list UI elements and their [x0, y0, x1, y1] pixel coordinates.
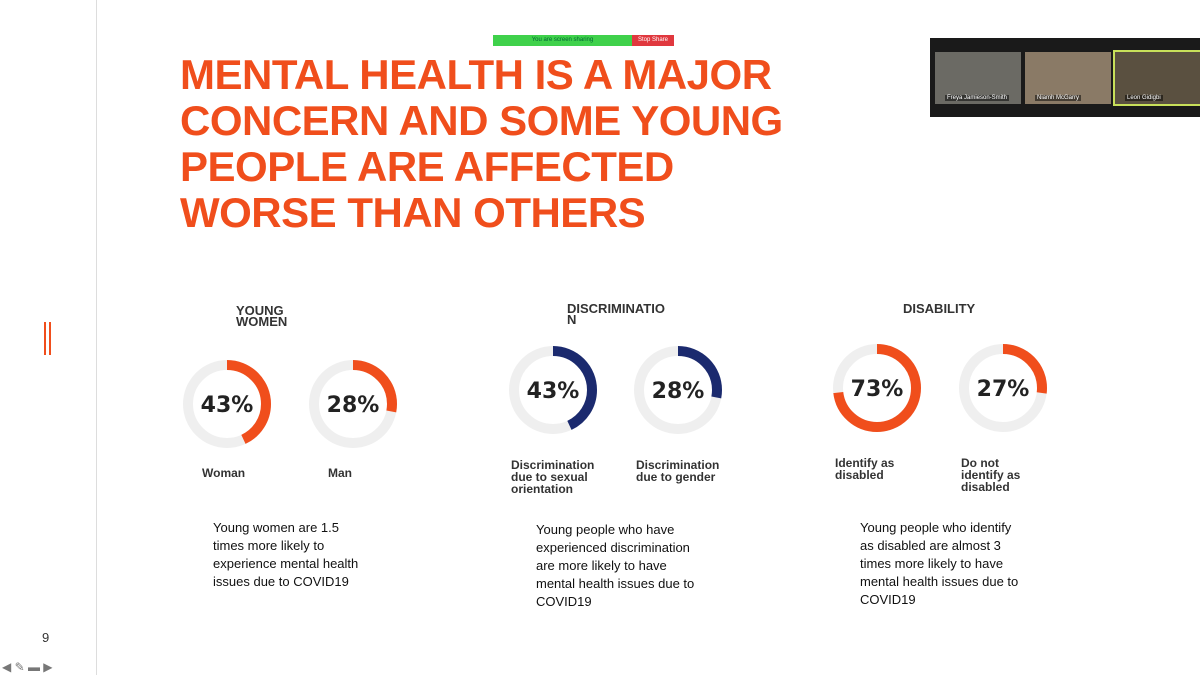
- accent-bar: [49, 322, 51, 355]
- slide-controls[interactable]: ◀ ✎ ▬ ▶: [2, 660, 53, 674]
- section-heading: YOUNG WOMEN: [236, 303, 288, 329]
- title-line: MENTAL HEALTH IS A MAJOR: [180, 51, 772, 98]
- donut-label: 27%: [977, 377, 1030, 402]
- participant-name: Leon Gidigbi: [1125, 95, 1163, 101]
- donut-arc: [833, 344, 921, 432]
- sidebar-border: [96, 0, 97, 675]
- donut-arc: [634, 346, 722, 434]
- donut-arc: [183, 360, 271, 448]
- donut-label: 28%: [327, 393, 380, 418]
- video-tile: Leon Gidigbi: [1113, 50, 1200, 106]
- video-tile: Freya Jamieson-Smith: [935, 52, 1021, 104]
- donut-arc: [309, 360, 397, 448]
- stop-share[interactable]: Stop Share: [631, 35, 674, 46]
- donut-label: 28%: [652, 379, 705, 404]
- donut-label: 73%: [851, 377, 904, 402]
- section-heading: DISCRIMINATION: [567, 301, 665, 327]
- video-strip: Freya Jamieson-Smith Niamh McGarry Leon Gi…: [930, 38, 1200, 117]
- participant-name: Niamh McGarry: [1035, 95, 1082, 101]
- video-tile: Niamh McGarry: [1025, 52, 1111, 104]
- section-note: Young women are 1.5 times more likely to…: [213, 520, 359, 589]
- donut-caption: Identify as disabled: [835, 456, 895, 482]
- donut-arc: [509, 346, 597, 434]
- title-line: WORSE THAN OTHERS: [180, 189, 646, 236]
- title-line: CONCERN AND SOME YOUNG: [180, 97, 783, 144]
- title-line: PEOPLE ARE AFFECTED: [180, 143, 674, 190]
- donut-caption: Man: [328, 466, 352, 480]
- donut-caption: Discrimination due to sexual orientation: [511, 458, 595, 496]
- section-heading: DISABILITY: [903, 301, 976, 316]
- accent-bar: [44, 322, 46, 355]
- donut-caption: Woman: [202, 466, 246, 480]
- section-note: Young people who have experienced discri…: [536, 522, 695, 609]
- donut-label: 43%: [527, 379, 580, 404]
- participant-name: Freya Jamieson-Smith: [945, 95, 1010, 101]
- section-note: Young people who identify as disabled ar…: [860, 520, 1019, 607]
- page-number: 9: [42, 630, 50, 645]
- share-status: You are screen sharing: [531, 37, 594, 43]
- share-bar: You are screen sharing Stop Share: [493, 35, 674, 46]
- donut-arc: [959, 344, 1047, 432]
- donut-caption: Do not identify as disabled: [961, 456, 1021, 494]
- donut-caption: Discrimination due to gender: [636, 458, 720, 484]
- donut-label: 43%: [201, 393, 254, 418]
- slide-title: MENTAL HEALTH IS A MAJOR CONCERN AND SOME…: [180, 52, 783, 236]
